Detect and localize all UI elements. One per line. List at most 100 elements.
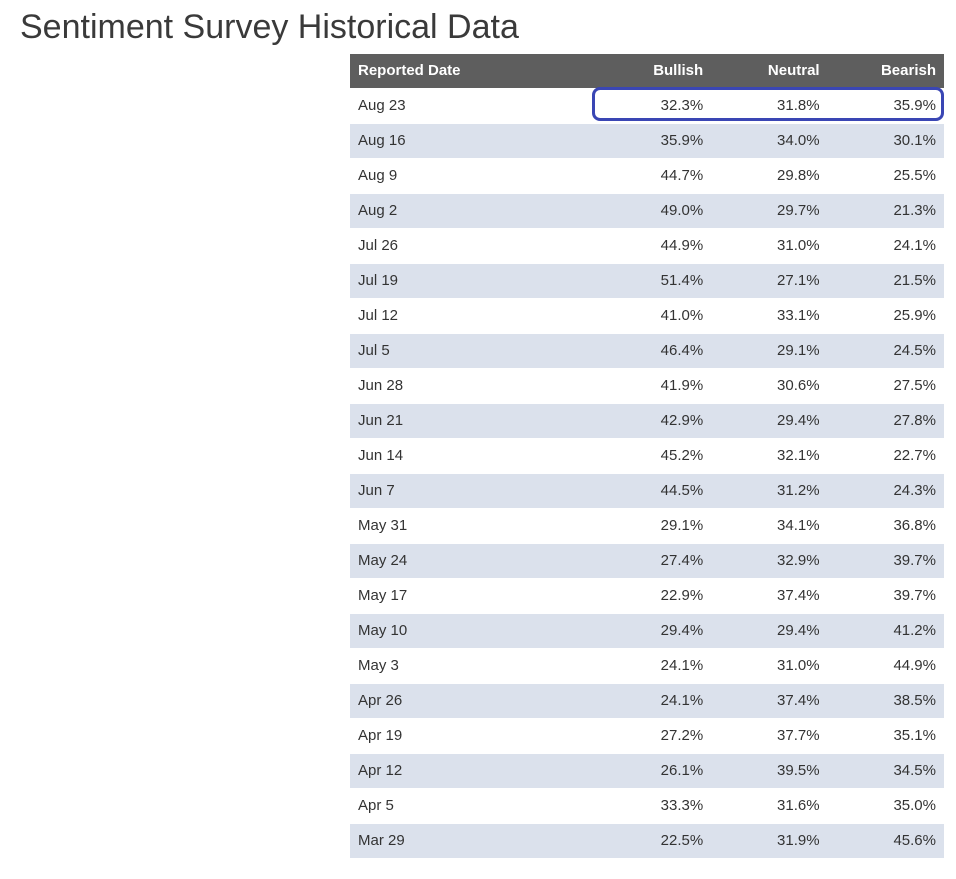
cell-date: May 3 [350,649,595,684]
cell-value: 27.4% [595,544,711,579]
table-row: Jun 2142.9%29.4%27.8% [350,404,944,439]
cell-value: 36.8% [828,509,944,544]
cell-value: 41.9% [595,369,711,404]
table-row: Apr 533.3%31.6%35.0% [350,789,944,824]
cell-value: 39.5% [711,754,827,789]
cell-date: Apr 26 [350,684,595,719]
cell-value: 35.9% [595,124,711,159]
col-header-bullish: Bullish [595,54,711,89]
cell-date: Jun 28 [350,369,595,404]
cell-value: 32.9% [711,544,827,579]
cell-value: 49.0% [595,194,711,229]
cell-value: 29.4% [595,614,711,649]
cell-value: 51.4% [595,264,711,299]
cell-value: 31.0% [711,229,827,264]
cell-value: 27.2% [595,719,711,754]
cell-date: May 24 [350,544,595,579]
cell-date: Jul 5 [350,334,595,369]
cell-value: 35.9% [828,89,944,124]
cell-value: 31.0% [711,649,827,684]
table-row: Jun 1445.2%32.1%22.7% [350,439,944,474]
table-row: Aug 2332.3%31.8%35.9% [350,89,944,124]
cell-value: 26.1% [595,754,711,789]
cell-value: 30.6% [711,369,827,404]
cell-date: Apr 12 [350,754,595,789]
page-title: Sentiment Survey Historical Data [20,8,936,47]
cell-value: 34.5% [828,754,944,789]
table-header-row: Reported Date Bullish Neutral Bearish [350,54,944,89]
cell-date: Jul 12 [350,299,595,334]
cell-value: 24.1% [828,229,944,264]
table-row: Jul 1241.0%33.1%25.9% [350,299,944,334]
cell-value: 44.9% [828,649,944,684]
cell-date: May 17 [350,579,595,614]
cell-value: 31.9% [711,824,827,859]
table-row: May 3129.1%34.1%36.8% [350,509,944,544]
table-row: Aug 1635.9%34.0%30.1% [350,124,944,159]
cell-value: 27.1% [711,264,827,299]
table-row: Jun 744.5%31.2%24.3% [350,474,944,509]
cell-date: May 31 [350,509,595,544]
cell-value: 21.3% [828,194,944,229]
table-row: May 2427.4%32.9%39.7% [350,544,944,579]
cell-value: 33.1% [711,299,827,334]
cell-value: 29.1% [711,334,827,369]
cell-value: 38.5% [828,684,944,719]
cell-value: 41.0% [595,299,711,334]
cell-value: 44.9% [595,229,711,264]
cell-value: 37.7% [711,719,827,754]
cell-value: 25.5% [828,159,944,194]
cell-date: Apr 5 [350,789,595,824]
cell-value: 39.7% [828,544,944,579]
table-row: Jul 1951.4%27.1%21.5% [350,264,944,299]
cell-date: Aug 2 [350,194,595,229]
cell-value: 21.5% [828,264,944,299]
cell-date: May 10 [350,614,595,649]
table-container: Reported Date Bullish Neutral Bearish Au… [350,53,944,859]
cell-value: 27.8% [828,404,944,439]
cell-value: 24.3% [828,474,944,509]
cell-value: 34.1% [711,509,827,544]
cell-value: 44.7% [595,159,711,194]
cell-value: 24.5% [828,334,944,369]
cell-date: Aug 9 [350,159,595,194]
cell-value: 32.1% [711,439,827,474]
cell-value: 31.8% [711,89,827,124]
cell-date: Jul 26 [350,229,595,264]
cell-value: 32.3% [595,89,711,124]
cell-value: 27.5% [828,369,944,404]
cell-date: Apr 19 [350,719,595,754]
table-row: Apr 1927.2%37.7%35.1% [350,719,944,754]
cell-date: Aug 23 [350,89,595,124]
table-row: May 324.1%31.0%44.9% [350,649,944,684]
cell-value: 25.9% [828,299,944,334]
col-header-neutral: Neutral [711,54,827,89]
cell-value: 24.1% [595,684,711,719]
cell-date: Jun 14 [350,439,595,474]
table-row: Jul 546.4%29.1%24.5% [350,334,944,369]
cell-value: 31.6% [711,789,827,824]
cell-value: 45.2% [595,439,711,474]
cell-date: Aug 16 [350,124,595,159]
cell-value: 22.7% [828,439,944,474]
cell-date: Jun 7 [350,474,595,509]
cell-value: 29.8% [711,159,827,194]
table-row: Mar 2922.5%31.9%45.6% [350,824,944,859]
col-header-date: Reported Date [350,54,595,89]
cell-value: 30.1% [828,124,944,159]
cell-value: 37.4% [711,579,827,614]
cell-value: 31.2% [711,474,827,509]
cell-date: Jun 21 [350,404,595,439]
cell-date: Mar 29 [350,824,595,859]
sentiment-table: Reported Date Bullish Neutral Bearish Au… [350,53,944,859]
table-row: May 1029.4%29.4%41.2% [350,614,944,649]
cell-value: 29.1% [595,509,711,544]
cell-date: Jul 19 [350,264,595,299]
cell-value: 29.4% [711,614,827,649]
table-row: May 1722.9%37.4%39.7% [350,579,944,614]
cell-value: 45.6% [828,824,944,859]
cell-value: 22.5% [595,824,711,859]
cell-value: 44.5% [595,474,711,509]
cell-value: 35.0% [828,789,944,824]
cell-value: 24.1% [595,649,711,684]
